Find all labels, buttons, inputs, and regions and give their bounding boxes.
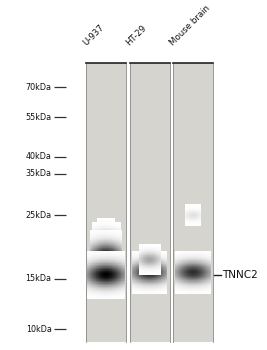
Text: U-937: U-937: [81, 22, 105, 47]
Text: 55kDa: 55kDa: [25, 113, 52, 122]
Text: 10kDa: 10kDa: [26, 324, 52, 334]
Bar: [86, 63, 126, 342]
Text: 25kDa: 25kDa: [25, 211, 52, 220]
Text: 40kDa: 40kDa: [26, 153, 52, 161]
Bar: [173, 63, 213, 342]
Text: HT-29: HT-29: [124, 23, 148, 47]
Text: Mouse brain: Mouse brain: [168, 3, 212, 47]
Bar: [129, 63, 170, 342]
Text: 15kDa: 15kDa: [26, 274, 52, 283]
Text: TNNC2: TNNC2: [222, 270, 258, 280]
Text: 70kDa: 70kDa: [26, 83, 52, 92]
Text: 35kDa: 35kDa: [26, 169, 52, 178]
